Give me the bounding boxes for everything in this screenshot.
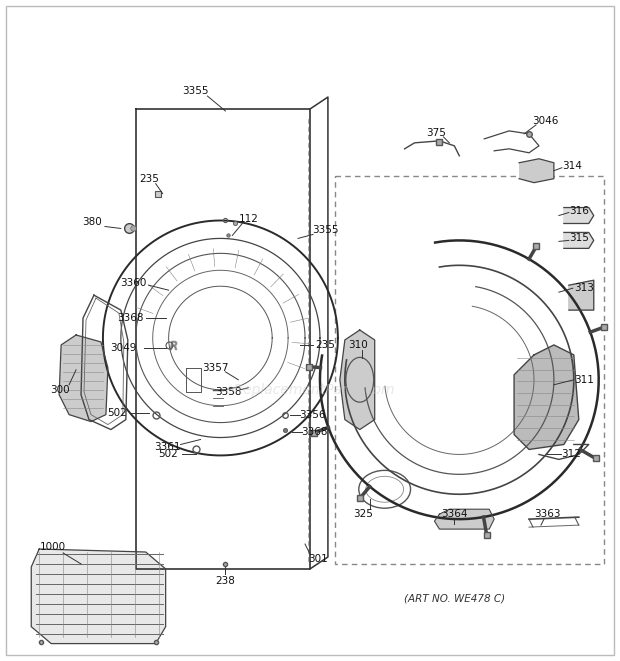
Text: 313: 313 — [574, 283, 594, 293]
Text: 1000: 1000 — [40, 542, 66, 552]
Text: 316: 316 — [569, 206, 589, 215]
Text: 375: 375 — [427, 128, 446, 138]
Text: 235: 235 — [139, 174, 159, 184]
Text: 235: 235 — [315, 340, 335, 350]
Polygon shape — [514, 345, 579, 449]
Text: 315: 315 — [569, 233, 589, 243]
Polygon shape — [564, 233, 594, 249]
Text: (ART NO. WE478 C): (ART NO. WE478 C) — [404, 594, 505, 603]
Text: 314: 314 — [562, 161, 582, 171]
Polygon shape — [519, 159, 554, 182]
Text: 312: 312 — [561, 449, 581, 459]
Polygon shape — [564, 208, 594, 223]
Polygon shape — [435, 509, 494, 529]
Text: 3355: 3355 — [182, 86, 209, 96]
Text: 310: 310 — [348, 340, 368, 350]
Text: 3049: 3049 — [110, 343, 137, 353]
Polygon shape — [31, 549, 166, 644]
Text: 300: 300 — [50, 385, 70, 395]
Text: 238: 238 — [215, 576, 236, 586]
Text: 3355: 3355 — [312, 225, 338, 235]
Text: 3046: 3046 — [532, 116, 558, 126]
Text: 3361: 3361 — [154, 442, 181, 453]
Text: 380: 380 — [82, 217, 102, 227]
Text: 112: 112 — [238, 214, 258, 223]
Text: 3364: 3364 — [441, 509, 467, 519]
Polygon shape — [340, 330, 374, 430]
Text: 3368: 3368 — [118, 313, 144, 323]
Text: 3363: 3363 — [534, 509, 560, 519]
Text: 3358: 3358 — [215, 387, 242, 397]
Text: 325: 325 — [353, 509, 373, 519]
Text: 3356: 3356 — [299, 410, 326, 420]
Polygon shape — [59, 335, 108, 422]
Text: 311: 311 — [574, 375, 594, 385]
Text: 3357: 3357 — [202, 363, 229, 373]
Text: 3360: 3360 — [121, 278, 147, 288]
Text: 502: 502 — [107, 408, 126, 418]
Bar — [335, 176, 604, 564]
Text: 301: 301 — [308, 554, 328, 564]
Text: 502: 502 — [157, 449, 177, 459]
Text: eReplacementParts.com: eReplacementParts.com — [225, 383, 395, 397]
Text: 3368: 3368 — [301, 426, 327, 436]
Polygon shape — [569, 280, 594, 310]
